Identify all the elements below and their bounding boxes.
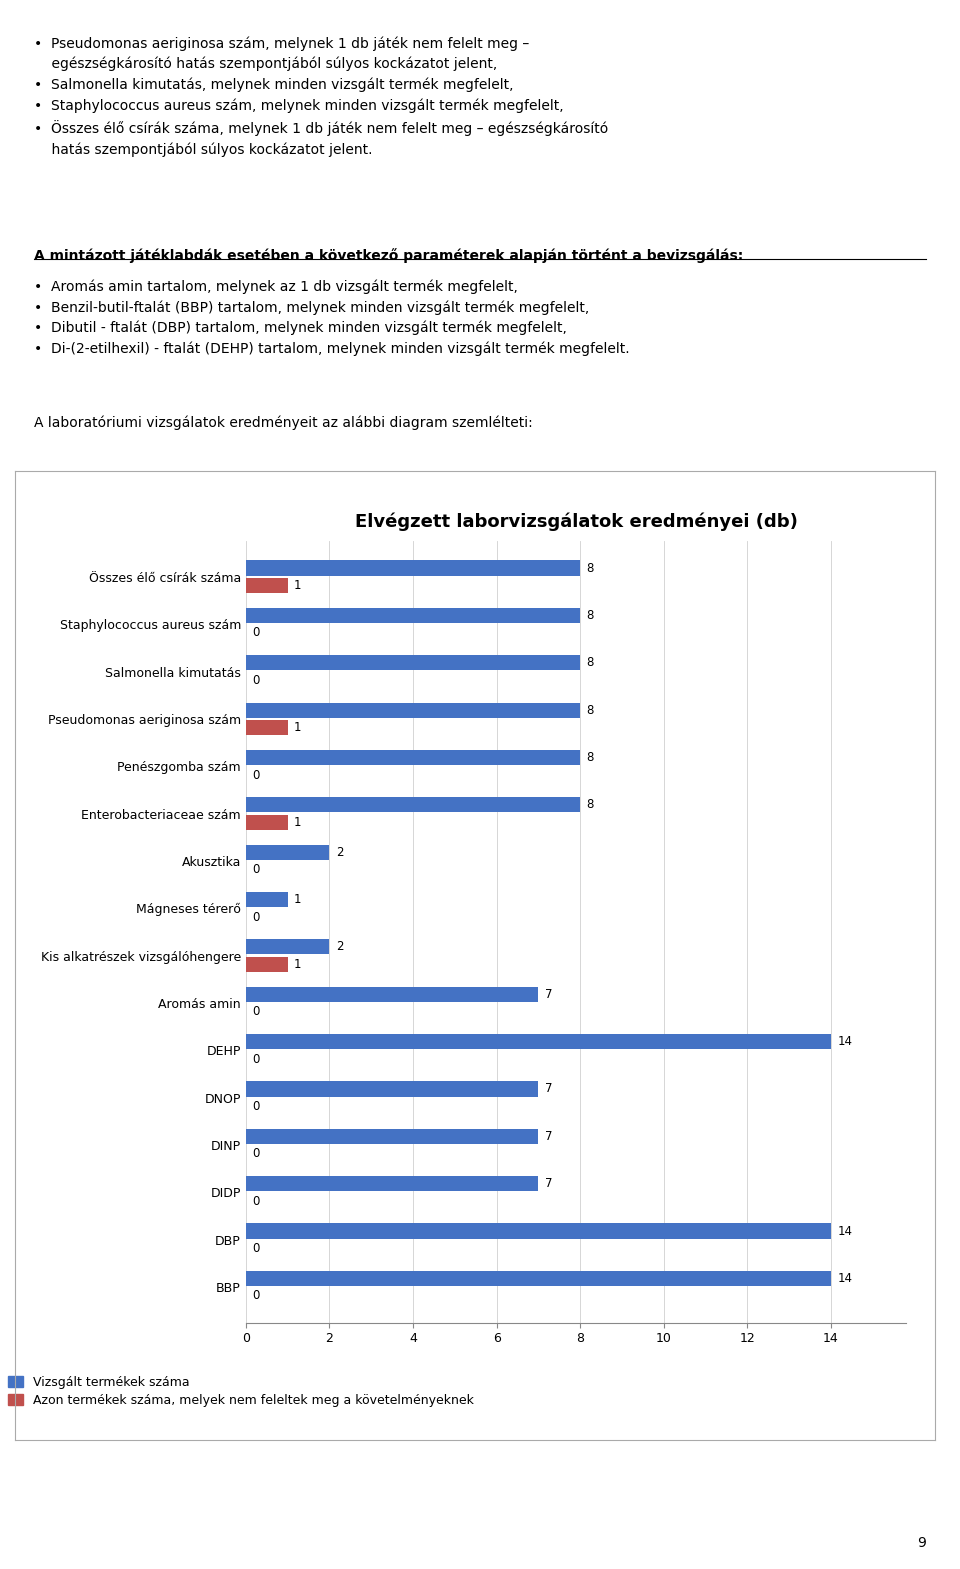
Text: 8: 8 — [587, 609, 594, 621]
Title: Elvégzett laborvizsgálatok eredményei (db): Elvégzett laborvizsgálatok eredményei (d… — [354, 513, 798, 532]
Text: 0: 0 — [252, 1053, 259, 1065]
Text: 0: 0 — [252, 1290, 259, 1302]
Text: 0: 0 — [252, 626, 259, 640]
Bar — [246, 814, 288, 830]
Text: 0: 0 — [252, 1194, 259, 1208]
Text: 14: 14 — [837, 1272, 852, 1285]
Bar — [246, 703, 580, 717]
Text: 8: 8 — [587, 656, 594, 670]
Text: 8: 8 — [587, 562, 594, 574]
Text: 1: 1 — [294, 579, 301, 592]
Text: 8: 8 — [587, 752, 594, 764]
Bar — [246, 577, 288, 593]
Text: A laboratóriumi vizsgálatok eredményeit az alábbi diagram szemlélteti:: A laboratóriumi vizsgálatok eredményeit … — [34, 416, 533, 430]
Bar — [246, 1224, 831, 1238]
Text: •  Aromás amin tartalom, melynek az 1 db vizsgált termék megfelelt,
•  Benzil-bu: • Aromás amin tartalom, melynek az 1 db … — [34, 279, 629, 356]
Text: 0: 0 — [252, 1243, 259, 1255]
Bar — [246, 750, 580, 766]
Bar — [246, 656, 580, 670]
Text: 0: 0 — [252, 673, 259, 687]
Bar — [246, 1271, 831, 1287]
Text: 2: 2 — [336, 846, 343, 858]
Text: 1: 1 — [294, 816, 301, 828]
Text: 0: 0 — [252, 769, 259, 781]
Text: 14: 14 — [837, 1224, 852, 1238]
Text: 1: 1 — [294, 893, 301, 905]
Bar — [246, 607, 580, 623]
Bar — [246, 720, 288, 736]
Text: 14: 14 — [837, 1036, 852, 1048]
Bar — [246, 1177, 539, 1191]
Bar — [246, 797, 580, 813]
Text: 1: 1 — [294, 959, 301, 971]
Bar — [246, 844, 329, 860]
Text: 7: 7 — [544, 1177, 552, 1191]
Bar — [246, 1128, 539, 1144]
Bar — [246, 987, 539, 1003]
Bar — [246, 1034, 831, 1050]
Legend: Vizsgált termékek száma, Azon termékek száma, melyek nem feleltek meg a követelm: Vizsgált termékek száma, Azon termékek s… — [8, 1376, 473, 1407]
Text: 8: 8 — [587, 703, 594, 717]
Text: 0: 0 — [252, 1100, 259, 1112]
Text: 7: 7 — [544, 1130, 552, 1142]
Text: 1: 1 — [294, 722, 301, 734]
Text: 7: 7 — [544, 1083, 552, 1095]
Text: 0: 0 — [252, 1006, 259, 1018]
Bar — [246, 940, 329, 954]
Bar — [246, 891, 288, 907]
Text: 0: 0 — [252, 910, 259, 924]
Text: 8: 8 — [587, 799, 594, 811]
Bar — [246, 560, 580, 576]
Text: 0: 0 — [252, 863, 259, 876]
Text: 9: 9 — [918, 1536, 926, 1550]
Text: 0: 0 — [252, 1147, 259, 1161]
Text: 7: 7 — [544, 988, 552, 1001]
Text: •  Pseudomonas aeriginosa szám, melynek 1 db játék nem felelt meg –
    egészség: • Pseudomonas aeriginosa szám, melynek 1… — [34, 36, 608, 157]
Text: A mintázott játéklabdák esetében a következő paraméterek alapján történt a beviz: A mintázott játéklabdák esetében a követ… — [34, 248, 743, 262]
Bar — [246, 1081, 539, 1097]
Bar — [246, 957, 288, 973]
Text: 2: 2 — [336, 940, 343, 954]
